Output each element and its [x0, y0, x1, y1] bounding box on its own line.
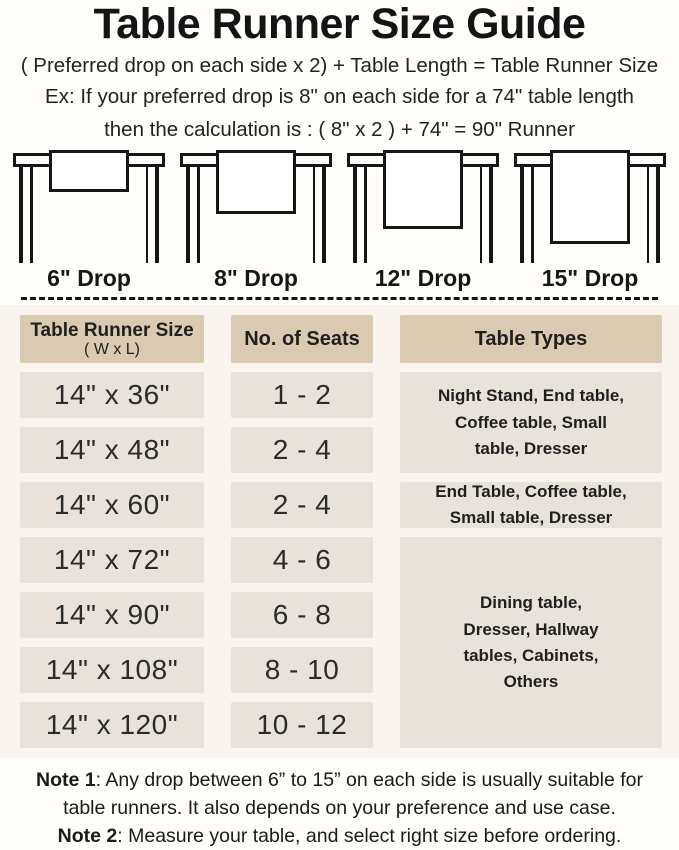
header-runner-size: Table Runner Size ( W x L): [20, 315, 204, 364]
note-2: Note 2: Measure your table, and select r…: [0, 823, 679, 850]
table-leg: [197, 167, 200, 264]
header-runner-size-subtitle: ( W x L): [84, 341, 140, 359]
example-line-2: then the calculation is : ( 8" x 2 ) + 7…: [104, 118, 575, 142]
table-leg: [30, 167, 33, 264]
dashed-divider: [21, 297, 658, 301]
header-runner-size-title: Table Runner Size: [30, 319, 194, 341]
header-table-types: Table Types: [400, 315, 662, 364]
size-cell: 14" x 36": [20, 372, 204, 419]
table-leg: [19, 167, 23, 264]
size-cell: 14" x 120": [20, 702, 204, 749]
example-line-1: Ex: If your preferred drop is 8" on each…: [45, 85, 634, 109]
note-2-label: Note 2: [57, 824, 118, 847]
table-leg: [646, 167, 649, 264]
drop-label-12: 12" Drop: [374, 265, 472, 292]
runner: [49, 150, 129, 193]
size-cell: 14" x 108": [20, 647, 204, 694]
drop-illustrations: [0, 150, 679, 264]
size-cell: 14" x 72": [20, 537, 204, 584]
table-illustration-6in-drop: [13, 150, 165, 264]
runner: [550, 150, 630, 245]
footer-notes: Note 1: Any drop between 6” to 15” on ea…: [0, 767, 679, 850]
table-leg: [186, 167, 190, 264]
table-leg: [145, 167, 148, 264]
table-leg: [531, 167, 534, 264]
seats-cell: 4 - 6: [231, 537, 373, 584]
seats-cell: 2 - 4: [231, 482, 373, 529]
table-leg: [155, 167, 159, 264]
table-leg: [353, 167, 357, 264]
note-1-text: : Any drop between 6” to 15” on each sid…: [63, 769, 644, 820]
table-illustration-15in-drop: [514, 150, 666, 264]
table-leg: [364, 167, 367, 264]
seats-cell: 1 - 2: [231, 372, 373, 419]
drop-label-6: 6" Drop: [47, 265, 131, 292]
size-table: Table Runner Size ( W x L) No. of Seats …: [20, 315, 679, 749]
table-leg: [520, 167, 524, 264]
runner: [216, 150, 296, 215]
table-types-group-small: Night Stand, End table, Coffee table, Sm…: [400, 372, 662, 474]
note-2-text: : Measure your table, and select right s…: [117, 824, 622, 847]
seats-cell: 2 - 4: [231, 427, 373, 474]
note-1: Note 1: Any drop between 6” to 15” on ea…: [0, 767, 679, 822]
table-leg: [322, 167, 326, 264]
size-cell: 14" x 90": [20, 592, 204, 639]
table-types-group-medium: End Table, Coffee table, Small table, Dr…: [400, 482, 662, 529]
table-types-group-large: Dining table, Dresser, Hallway tables, C…: [400, 537, 662, 749]
page-title: Table Runner Size Guide: [93, 0, 586, 48]
note-1-label: Note 1: [35, 769, 96, 792]
drop-label-15: 15" Drop: [541, 265, 639, 292]
table-leg: [489, 167, 493, 264]
table-leg: [656, 167, 660, 264]
seats-cell: 8 - 10: [231, 647, 373, 694]
table-leg: [312, 167, 315, 264]
size-table-section: Table Runner Size ( W x L) No. of Seats …: [0, 305, 679, 759]
header-seats: No. of Seats: [231, 315, 373, 364]
runner: [383, 150, 463, 230]
seats-cell: 6 - 8: [231, 592, 373, 639]
table-illustration-12in-drop: [347, 150, 499, 264]
table-leg: [479, 167, 482, 264]
drop-labels: 6" Drop 8" Drop 12" Drop 15" Drop: [0, 265, 679, 292]
seats-cell: 10 - 12: [231, 702, 373, 749]
drop-label-8: 8" Drop: [214, 265, 298, 292]
size-formula-text: ( Preferred drop on each side x 2) + Tab…: [20, 54, 659, 78]
size-cell: 14" x 60": [20, 482, 204, 529]
table-illustration-8in-drop: [180, 150, 332, 264]
size-cell: 14" x 48": [20, 427, 204, 474]
